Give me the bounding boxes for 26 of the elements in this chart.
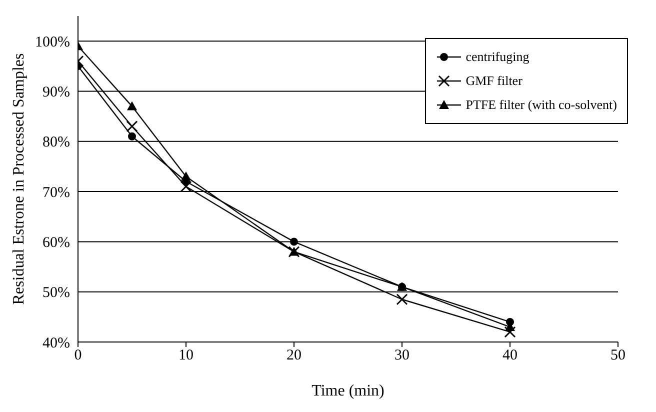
point: [506, 318, 514, 326]
y-tick-label: 80%: [42, 134, 70, 151]
x-tick-label: 40: [502, 348, 518, 364]
x-tick-label: 10: [178, 348, 194, 364]
point: [127, 101, 137, 110]
x-axis-title: Time (min): [312, 382, 384, 400]
y-tick-label: 70%: [42, 184, 70, 201]
x-tick-label: 30: [394, 348, 410, 364]
y-tick-label: 40%: [42, 335, 70, 352]
legend-label: GMF filter: [466, 73, 522, 89]
point: [504, 326, 516, 338]
point: [180, 180, 192, 192]
x-tick-label: 50: [610, 348, 626, 364]
point: [290, 238, 298, 246]
point: [126, 120, 138, 132]
y-tick-label: 100%: [35, 34, 70, 50]
point: [128, 132, 136, 140]
y-axis-title: Residual Estrone in Processed Samples: [10, 53, 28, 305]
y-tick-label: 60%: [42, 235, 70, 252]
x-tick-label: 0: [74, 348, 82, 364]
y-tick-label: 50%: [42, 285, 70, 302]
legend-label: centrifuging: [466, 49, 530, 65]
x-tick-label: 20: [286, 348, 302, 364]
legend-label: PTFE filter (with co-solvent): [466, 97, 617, 113]
y-tick-label: 90%: [42, 84, 70, 101]
point: [396, 294, 408, 306]
